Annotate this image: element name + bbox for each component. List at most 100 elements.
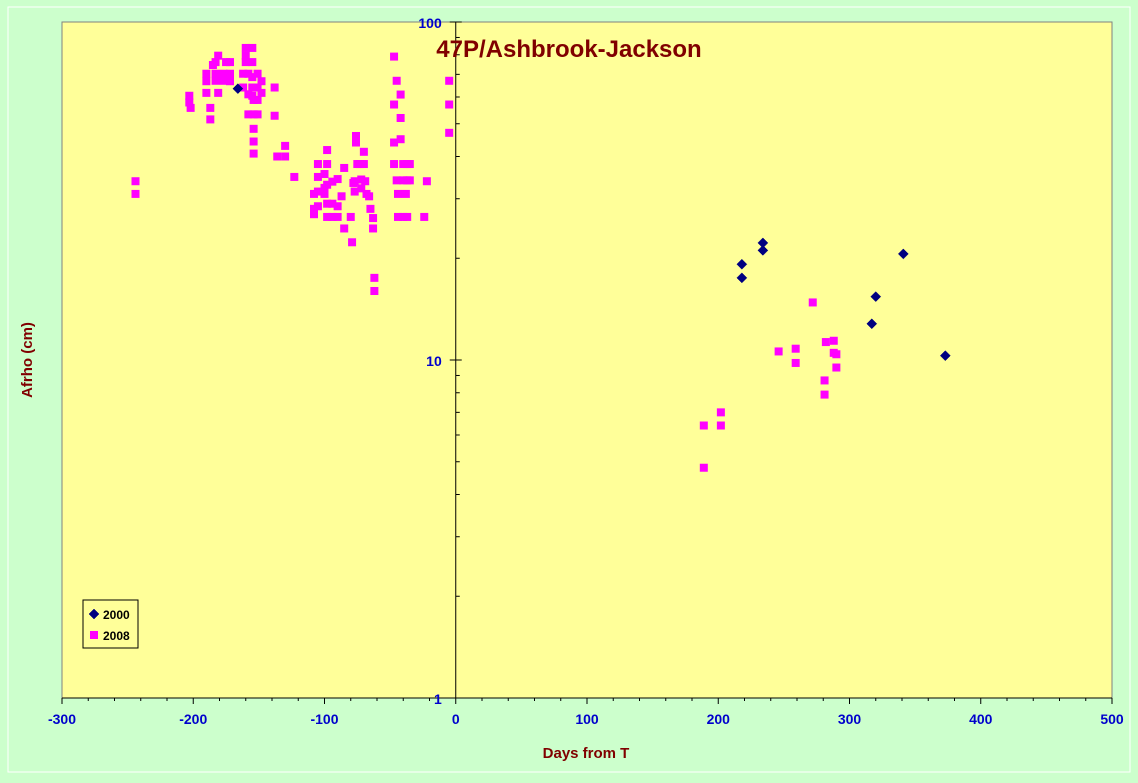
series-2008-point: [420, 212, 429, 221]
series-2008-point: [249, 149, 258, 158]
series-2000-point: [866, 318, 878, 330]
series-2008-point: [328, 177, 337, 186]
series-2008-point: [394, 189, 402, 198]
x-tick-label: 300: [838, 711, 862, 727]
series-2008-point: [249, 137, 258, 146]
series-2008-point: [405, 160, 414, 169]
x-tick-label: 100: [575, 711, 599, 727]
series-2008-point: [352, 131, 360, 140]
series-2008-point: [211, 76, 220, 85]
series-2008-point: [241, 58, 250, 67]
series-2008-point: [328, 212, 337, 221]
series-2008-point: [281, 141, 290, 150]
series-2008-point: [808, 298, 817, 307]
series-2008-point: [396, 135, 405, 144]
series-2008-point: [323, 180, 332, 189]
series-2008-point: [313, 202, 322, 211]
series-2008-point: [445, 76, 454, 85]
series-2008-point: [337, 192, 346, 201]
series-2008-point: [211, 69, 220, 78]
series-2008-point: [248, 83, 257, 92]
x-tick-label: -200: [179, 711, 207, 727]
series-2008-point: [214, 88, 223, 97]
series-2008-point: [699, 463, 708, 472]
series-2000-point: [757, 245, 769, 256]
series-2008-point: [422, 177, 431, 186]
x-tick-label: 0: [452, 711, 460, 727]
series-2008-point: [202, 69, 211, 78]
series-2008-point: [361, 177, 370, 186]
series-2008-point: [241, 43, 250, 52]
chart-title: 47P/Ashbrook-Jackson: [436, 36, 701, 63]
series-2008-point: [239, 83, 248, 92]
series-2008-point: [214, 51, 223, 60]
legend-marker-2008: [90, 631, 98, 639]
series-2008-point: [390, 160, 399, 169]
series-2008-point: [774, 347, 783, 356]
series-2008-point: [346, 212, 355, 221]
series-2000-point: [736, 272, 748, 284]
series-2008-point: [366, 204, 375, 213]
series-2008-point: [405, 176, 414, 185]
series-2000-point: [232, 83, 244, 95]
series-2008-point: [390, 100, 399, 109]
series-2008-point: [320, 170, 329, 179]
series-2008-point: [821, 338, 830, 347]
series-2008-point: [131, 177, 140, 186]
series-2008-point: [403, 212, 412, 221]
series-2008-point: [313, 160, 322, 169]
series-2008-point: [820, 376, 829, 385]
series-2008-point: [257, 88, 266, 97]
series-2008-point: [390, 138, 399, 147]
plot-area: [61, 21, 1113, 699]
series-2008-point: [281, 152, 290, 161]
x-tick-label: -300: [48, 711, 76, 727]
series-2008-point: [323, 160, 332, 169]
x-tick-label: 400: [969, 711, 993, 727]
series-2008-point: [273, 152, 282, 161]
series-2008-point: [185, 91, 194, 100]
series-2008-point: [392, 76, 401, 85]
series-2008-point: [253, 95, 262, 104]
series-2008-point: [185, 98, 194, 107]
series-2000-point: [736, 258, 748, 270]
series-2008-point: [253, 110, 262, 119]
series-2008-point: [131, 189, 140, 198]
series-2008-point: [392, 176, 401, 185]
x-axis-label: Days from T: [543, 745, 630, 762]
series-2008-point: [445, 100, 454, 109]
series-2008-point: [791, 358, 800, 367]
series-2000-point: [897, 248, 909, 260]
series-2008-point: [323, 212, 332, 221]
series-2008-point: [832, 350, 841, 359]
series-2008-point: [820, 390, 829, 399]
series-2008-point: [313, 172, 322, 181]
series-2008-point: [202, 88, 211, 97]
series-2008-point: [226, 58, 234, 67]
series-2008-point: [244, 110, 253, 119]
series-2008-point: [333, 202, 342, 211]
series-2008-point: [370, 287, 379, 296]
series-2008-point: [253, 83, 262, 92]
series-2008-point: [333, 212, 342, 221]
series-2008-point: [829, 336, 838, 345]
series-2008-point: [699, 421, 708, 430]
series-2008-point: [248, 43, 257, 52]
series-2008-point: [253, 69, 262, 78]
series-2008-point: [248, 73, 257, 82]
series-2008-point: [219, 69, 228, 78]
series-2008-point: [716, 421, 725, 430]
series-2008-point: [323, 146, 332, 155]
series-2008-point: [791, 344, 800, 353]
series-2008-point: [340, 163, 349, 172]
series-2008-point: [320, 189, 329, 198]
series-2008-point: [352, 138, 360, 147]
legend-marker-2000: [88, 608, 100, 620]
series-2008-point: [359, 160, 368, 169]
series-2008-point: [241, 51, 250, 60]
series-2000-point: [939, 350, 951, 362]
series-2008-point: [390, 52, 399, 61]
series-2008-point: [313, 187, 322, 196]
